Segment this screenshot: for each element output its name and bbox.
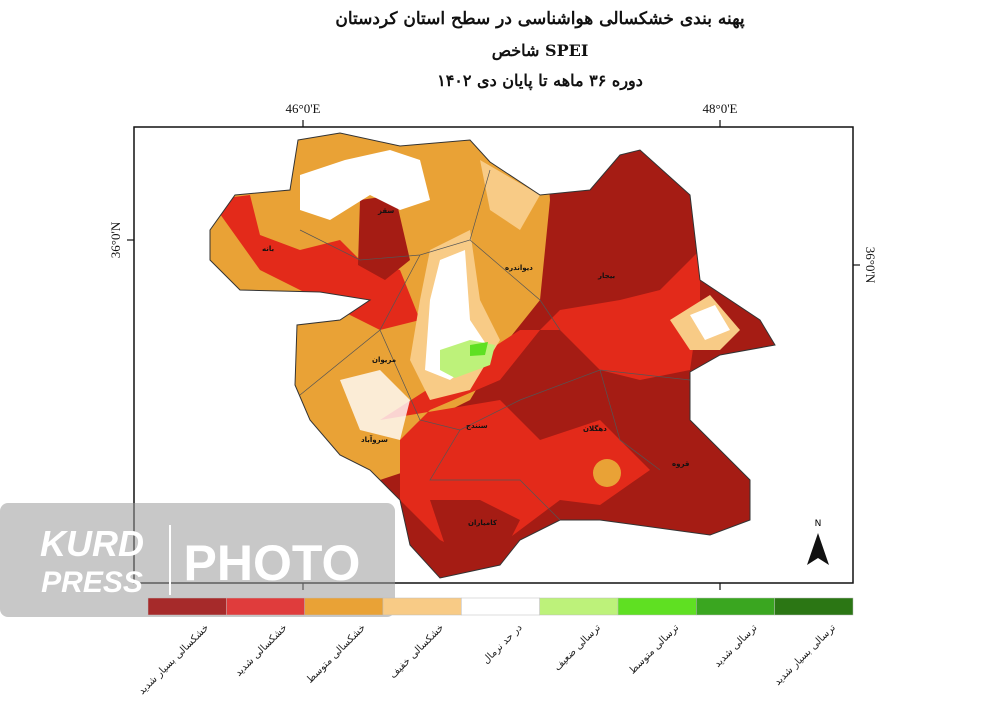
lon-label: 48°0'E [703, 101, 738, 116]
legend-label: خشکسالی خفیف [388, 622, 447, 681]
subtitle: شاخص SPEI [492, 41, 589, 61]
city-label: مریوان [372, 356, 396, 364]
brand: KURD [40, 523, 144, 564]
legend-label: خشکسالی شدید [233, 622, 289, 678]
legend-swatch [304, 597, 384, 616]
watermark: KURD PRESS PHOTO [0, 503, 395, 617]
legend-label: ترسالی بسیار شدید [772, 622, 838, 688]
city-label: کامیاران [468, 519, 498, 527]
lat-label: 36°0'N [863, 247, 878, 284]
city-label: بانه [262, 245, 275, 253]
city-label: بیجار [597, 272, 616, 280]
watermark-label: PHOTO [184, 535, 361, 591]
city-label: قروه [672, 460, 690, 468]
legend-swatch [226, 597, 305, 616]
north-label: N [815, 519, 822, 529]
legend-swatch [539, 597, 619, 616]
brand: PRESS [41, 566, 143, 599]
city-label: سنندج [466, 422, 488, 430]
legend-swatch [461, 597, 540, 616]
legend-label: ترسالی متوسط [627, 622, 681, 676]
legend-swatch [147, 597, 227, 616]
legend-swatch [617, 597, 697, 616]
legend-label: خشکسالی بسیار شدید [137, 622, 212, 697]
legend-swatch [696, 597, 775, 616]
legend-swatch [774, 597, 854, 616]
legend: خشکسالی بسیار شدید خشکسالی شدید خشکسالی مت… [137, 597, 854, 697]
legend-label: در حد نرمال [481, 622, 525, 666]
city-labels: سقز بانه دیواندره بیجار مریوان سنندج دهگ… [262, 207, 690, 527]
legend-label: ترسالی ضعیف [552, 622, 603, 673]
legend-label: خشکسالی متوسط [305, 622, 368, 685]
county-borders [209, 132, 776, 579]
city-label: سقز [377, 207, 394, 215]
title: پهنه بندی خشکسالی هواشناسی در سطح استان … [335, 9, 745, 29]
north-arrow: N [807, 519, 829, 565]
city-label: سروآباد [361, 435, 388, 444]
legend-swatch [382, 597, 462, 616]
city-label: دهگلان [583, 424, 607, 433]
lon-label: 46°0'E [286, 101, 321, 116]
city-label: دیواندره [505, 264, 533, 272]
period: دوره ۳۶ ماهه تا پایان دی ۱۴۰۲ [437, 71, 643, 91]
legend-label: ترسالی شدید [712, 622, 759, 669]
lat-label: 36°0'N [108, 221, 123, 258]
